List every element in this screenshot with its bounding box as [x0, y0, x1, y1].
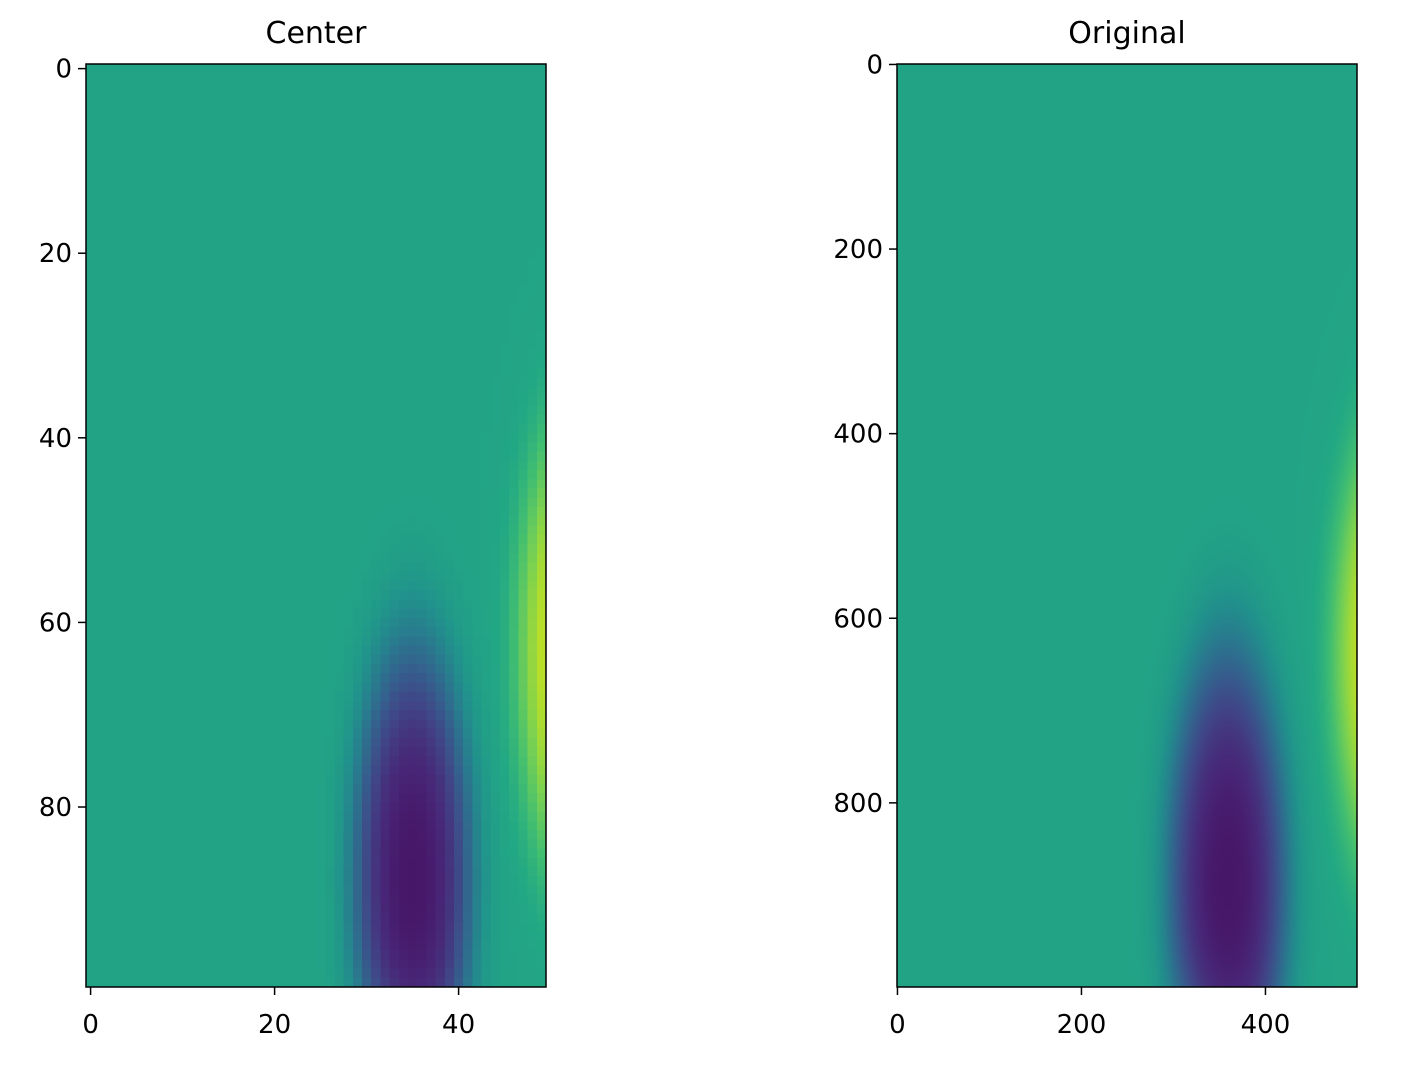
x-tick-label: 20	[258, 1010, 291, 1040]
center-y-ticks: 0 20 40 60 80	[39, 55, 86, 823]
x-tick-label: 0	[889, 1010, 906, 1040]
y-tick-label: 0	[55, 55, 72, 85]
original-panel: Original 0 200 400 0 200 400 600 800	[833, 16, 1358, 1040]
y-tick-label: 800	[833, 789, 883, 819]
center-panel: Center 0 20 40 0 20 40 60 80	[39, 16, 547, 1040]
original-plot-frame	[896, 63, 1358, 988]
center-heatmap-image	[86, 64, 546, 987]
y-tick-label: 60	[39, 608, 72, 638]
x-tick-label: 200	[1057, 1010, 1107, 1040]
x-tick-label: 0	[82, 1010, 99, 1040]
center-title: Center	[266, 16, 368, 51]
original-heatmap-image	[897, 64, 1357, 987]
original-y-ticks: 0 200 400 600 800	[833, 50, 897, 819]
y-tick-label: 200	[833, 235, 883, 265]
y-tick-label: 80	[39, 793, 72, 823]
center-plot-frame	[85, 63, 547, 988]
center-x-ticks: 0 20 40	[82, 987, 475, 1040]
original-x-ticks: 0 200 400	[889, 987, 1290, 1040]
y-tick-label: 20	[39, 239, 72, 269]
y-tick-label: 600	[833, 604, 883, 634]
original-title: Original	[1068, 16, 1185, 51]
y-tick-label: 40	[39, 424, 72, 454]
x-tick-label: 40	[442, 1010, 475, 1040]
y-tick-label: 0	[866, 50, 883, 80]
y-tick-label: 400	[833, 420, 883, 450]
x-tick-label: 400	[1241, 1010, 1291, 1040]
